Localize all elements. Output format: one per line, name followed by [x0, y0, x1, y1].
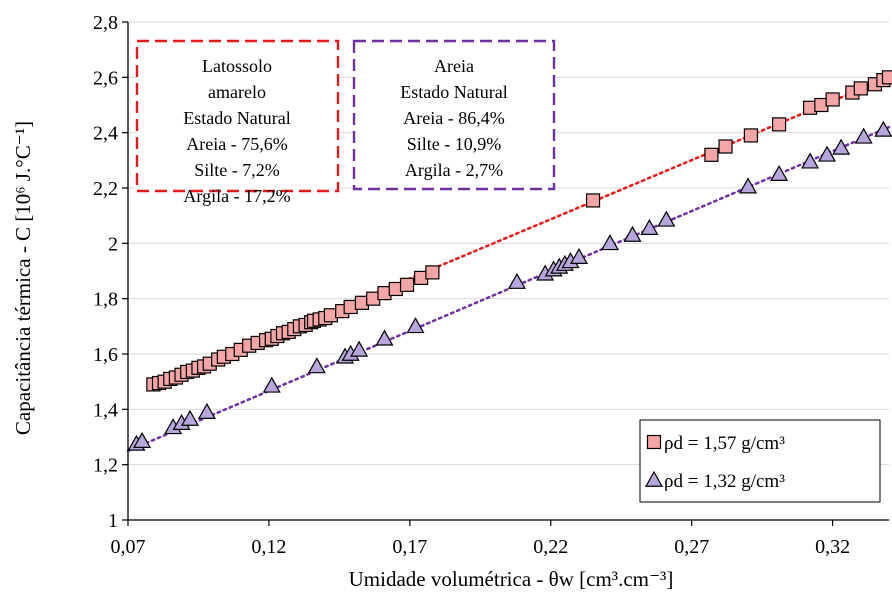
point-1-1	[133, 431, 152, 448]
x-tick-label-0: 0,07	[111, 536, 146, 558]
y-tick-label-0: 1	[108, 510, 118, 532]
point-1-30	[874, 120, 892, 137]
box-latossolo	[135, 39, 340, 193]
point-1-28	[832, 138, 851, 155]
box-areia-line-2: Areia - 86,4%	[403, 108, 504, 128]
y-tick-label-3: 1,6	[93, 344, 118, 366]
point-1-25	[770, 164, 789, 182]
x-tick-labels: 0,07 0,12 0,17 0,22 0,27 0,32	[111, 536, 851, 558]
x-tick-label-5: 0,32	[815, 536, 850, 558]
y-axis-title: Capacitância térmica - C [10⁶ J.°C⁻¹]	[11, 121, 35, 435]
point-1-20	[600, 234, 619, 251]
point-0-41	[718, 139, 733, 154]
y-tick-label-4: 1,8	[93, 289, 118, 311]
box-latossolo-line-4: Silte - 7,2%	[194, 160, 280, 180]
legend-marker-1	[644, 470, 664, 487]
x-tick-label-2: 0,17	[392, 536, 427, 558]
point-1-11	[375, 329, 394, 346]
box-latossolo-line-0: Latossolo	[202, 56, 272, 76]
point-0-40	[704, 147, 719, 162]
trend-line-1	[126, 125, 891, 453]
box-latossolo-line-1: amarelo	[208, 82, 266, 102]
point-0-42	[743, 128, 758, 143]
data-points	[127, 70, 892, 451]
y-tick-label-5: 2	[108, 233, 118, 255]
legend: ρd = 1,57 g/cm³ ρd = 1,32 g/cm³	[639, 419, 881, 503]
point-1-10	[350, 340, 369, 357]
y-tick-label-7: 2,4	[93, 123, 118, 145]
y-tick-label-2: 1,4	[93, 399, 118, 421]
x-tick-label-1: 0,12	[251, 536, 286, 558]
point-0-43	[771, 117, 787, 132]
point-1-5	[197, 402, 216, 419]
x-axis-title: Umidade volumétrica - θw [cm³.cm⁻³]	[349, 567, 674, 591]
point-0-51	[881, 70, 892, 85]
box-areia-line-3: Silte - 10,9%	[407, 134, 502, 154]
point-1-22	[640, 218, 659, 235]
annotations: Latossolo amarelo Estado Natural Areia - 75…	[135, 39, 556, 206]
point-1-4	[180, 409, 200, 426]
point-1-6	[262, 376, 281, 393]
point-1-7	[307, 357, 326, 374]
y-tick-label-1: 1,2	[93, 455, 118, 477]
point-0-36	[399, 277, 415, 292]
point-1-29	[854, 127, 873, 144]
point-1-12	[406, 317, 425, 334]
box-latossolo-line-3: Areia - 75,6%	[186, 134, 287, 154]
point-1-13	[507, 272, 526, 289]
y-tick-label-9: 2,8	[93, 12, 118, 34]
box-latossolo-line-2: Estado Natural	[183, 108, 290, 128]
y-tick-labels: 1 1,2 1,4 1,6 1,8 2 2,2 2,4 2,6 2,8	[93, 12, 118, 532]
point-1-24	[739, 177, 758, 194]
point-1-21	[623, 225, 642, 242]
box-areia-line-1: Estado Natural	[400, 82, 507, 102]
point-1-27	[817, 145, 837, 162]
point-0-39	[585, 193, 601, 208]
y-tick-label-8: 2,6	[93, 67, 118, 89]
point-0-38	[425, 265, 440, 280]
box-latossolo-line-5: Argila - 17,2%	[183, 186, 290, 206]
point-1-23	[657, 210, 676, 227]
legend-label-0: ρd = 1,57 g/cm³	[664, 433, 785, 454]
box-areia-line-4: Argila - 2,7%	[405, 160, 503, 180]
legend-box	[639, 419, 881, 503]
legend-marker-0	[646, 434, 662, 450]
box-areia-line-0: Areia	[434, 56, 474, 76]
point-0-46	[825, 92, 840, 107]
point-1-26	[801, 152, 820, 169]
point-1-19	[569, 247, 588, 265]
y-tick-label-6: 2,2	[93, 178, 118, 200]
x-tick-label-3: 0,22	[533, 536, 568, 558]
point-0-48	[853, 81, 868, 96]
axes	[122, 21, 889, 526]
box-areia	[352, 39, 556, 191]
legend-label-1: ρd = 1,32 g/cm³	[664, 471, 785, 492]
x-tick-label-4: 0,27	[674, 536, 709, 558]
